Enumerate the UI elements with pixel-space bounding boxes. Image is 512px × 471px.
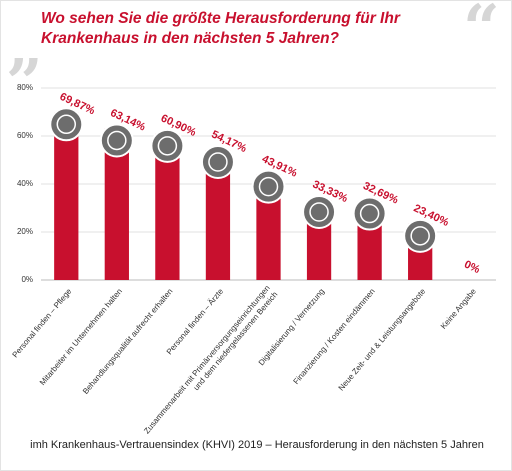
y-tick-label: 60%	[17, 131, 33, 140]
icon	[49, 107, 84, 142]
icon-ring	[309, 202, 329, 222]
value-label: 0%	[462, 258, 482, 276]
quote-mark: „	[7, 9, 44, 84]
icon	[302, 195, 337, 230]
icon	[99, 123, 134, 158]
icon-ring	[157, 136, 178, 156]
quote-mark: “	[463, 0, 500, 66]
chart-caption: imh Krankenhaus-Vertrauensindex (KHVI) 2…	[30, 439, 484, 451]
x-tick-label: Keine Angabe	[439, 286, 478, 330]
icon-ring	[208, 152, 228, 172]
x-tick-label: Finanzierung / Kosten eindämmen	[292, 287, 377, 386]
icon	[352, 196, 387, 231]
x-tick-label: Neue Zeit- und & Leistungsangebote	[337, 286, 428, 392]
y-tick-label: 80%	[17, 83, 33, 92]
icon-ring	[107, 130, 127, 151]
x-tick-label: Mitarbeiter im Unternehmen halten	[38, 287, 124, 387]
y-tick-label: 0%	[21, 275, 33, 284]
icon	[200, 144, 235, 179]
x-tick-label: Behandlungsqualität aufrecht erhalten	[81, 287, 175, 396]
icon-ring	[410, 226, 430, 246]
icon-ring	[359, 203, 380, 224]
icon-ring	[258, 176, 279, 197]
icon	[150, 128, 185, 163]
y-tick-label: 20%	[17, 227, 33, 236]
icon-ring	[56, 114, 77, 135]
icon	[403, 218, 438, 253]
chart-title: Wo sehen Sie die größte Herausforderung …	[41, 10, 400, 47]
icon	[251, 169, 286, 204]
y-tick-label: 40%	[17, 179, 33, 188]
